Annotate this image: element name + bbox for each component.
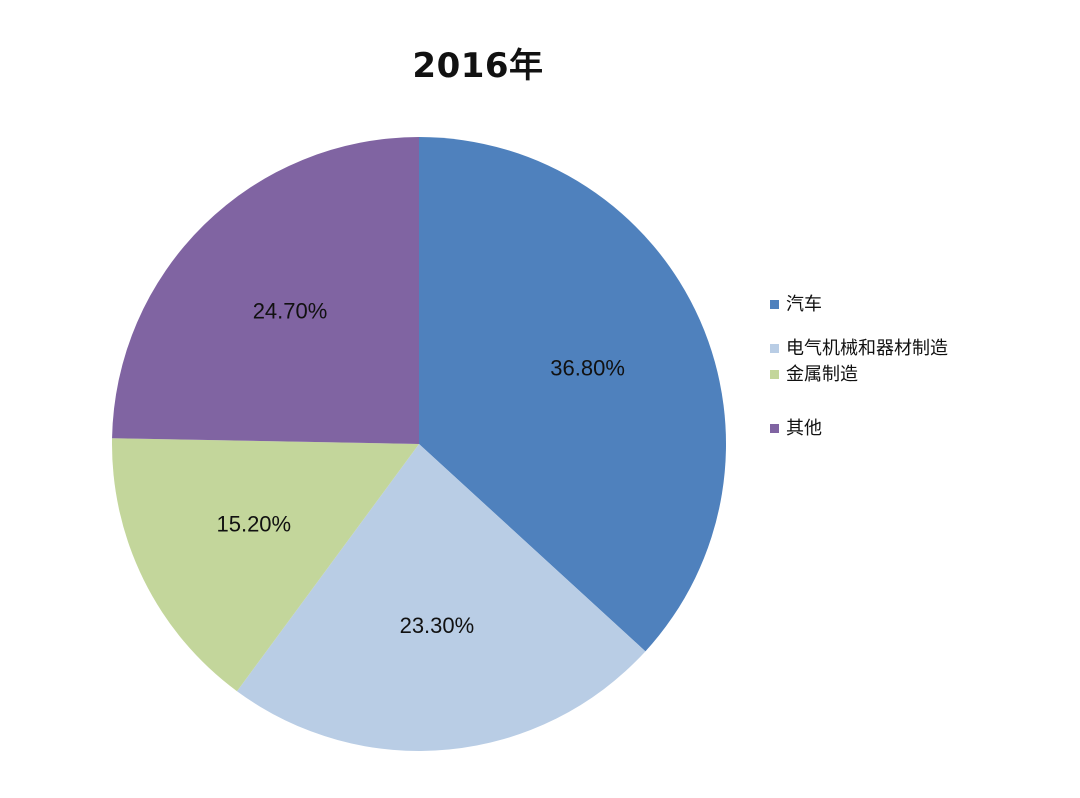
chart-legend: 汽车电气机械和器材制造 金属制造其他 [770,292,970,442]
legend-swatch [770,344,779,353]
legend-swatch [770,370,779,379]
legend-item: 汽车 [770,292,970,318]
pie-slice-1 [419,137,727,652]
slice-data-label: 15.20% [216,511,291,536]
legend-swatch [770,424,779,433]
pie-slice-3 [111,438,419,692]
pie-slice-4 [112,137,420,444]
chart-title: 2016年 [412,46,544,86]
legend-label: 电气机械和器材制造 [786,338,948,359]
legend-label: 其他 [786,418,822,439]
slice-data-label: 36.80% [550,356,625,381]
legend-swatch [770,300,779,309]
legend-label: 金属制造 [786,364,858,385]
slice-data-label: 24.70% [253,298,328,323]
slice-data-label: 23.30% [400,613,475,638]
legend-label: 汽车 [786,294,822,315]
legend-item: 电气机械和器材制造 [770,336,970,362]
legend-item: 其他 [770,416,970,442]
pie-slice-2 [236,444,646,752]
legend-item: 金属制造 [770,362,970,388]
